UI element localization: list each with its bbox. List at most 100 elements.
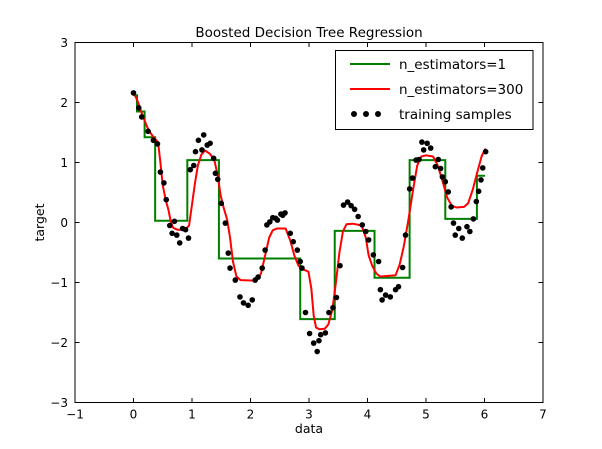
scatter-point	[464, 223, 470, 230]
scatter-point	[452, 232, 459, 238]
scatter-point	[274, 217, 281, 223]
scatter-point	[375, 258, 382, 265]
scatter-point	[294, 247, 301, 253]
scatter-point	[435, 156, 442, 163]
scatter-point	[232, 277, 239, 283]
legend-scatter-marker	[351, 111, 357, 117]
y-tick-label: −1	[50, 276, 68, 290]
chart-title: Boosted Decision Tree Regression	[195, 25, 422, 41]
scatter-point	[387, 294, 394, 300]
scatter-point	[317, 331, 324, 338]
scatter-point	[302, 309, 309, 316]
scatter-point	[214, 176, 221, 183]
scatter-point	[154, 141, 161, 147]
scatter-point	[145, 128, 151, 135]
scatter-point	[182, 226, 189, 233]
scatter-point	[227, 265, 233, 271]
scatter-point	[450, 220, 457, 226]
scatter-point	[359, 222, 366, 228]
scatter-point	[399, 264, 406, 271]
scatter-point	[475, 188, 482, 195]
scatter-point	[245, 302, 251, 309]
y-tick-label: 1	[60, 156, 68, 170]
scatter-point	[333, 294, 340, 301]
legend-label: training samples	[399, 107, 512, 123]
scatter-point	[337, 262, 343, 269]
scatter-point	[432, 163, 439, 170]
scatter-point	[448, 204, 454, 210]
scatter-point	[299, 265, 305, 271]
scatter-point	[207, 140, 213, 147]
scatter-point	[362, 228, 369, 235]
scatter-point	[427, 145, 434, 151]
scatter-point	[185, 235, 192, 241]
scatter-point	[419, 139, 425, 145]
x-tick-label: 7	[539, 408, 547, 422]
legend-scatter-marker	[375, 111, 381, 117]
scatter-point	[470, 216, 477, 222]
legend-label: n_estimators=1	[399, 57, 506, 73]
scatter-point	[290, 238, 297, 245]
scatter-point	[478, 177, 484, 183]
scatter-point	[200, 132, 207, 138]
legend-scatter-marker	[363, 111, 369, 117]
x-axis: −1 0 1 2 3 4 5 6 7	[66, 42, 547, 422]
scatter-point	[210, 155, 217, 162]
scatter-point	[297, 258, 304, 265]
scatter-point	[190, 162, 197, 169]
scatter-point	[395, 283, 402, 290]
scatter-point	[467, 228, 473, 235]
scatter-point	[199, 147, 205, 153]
x-tick-label: 5	[422, 408, 430, 422]
y-tick-label: 2	[60, 96, 68, 110]
scatter-point	[479, 165, 486, 171]
scatter-point	[267, 219, 273, 225]
scatter-point	[218, 200, 225, 207]
scatter-point	[351, 206, 358, 213]
y-tick-label: −2	[50, 336, 68, 350]
scatter-point	[282, 210, 288, 216]
scatter-point	[445, 189, 452, 195]
scatter-point	[459, 235, 466, 241]
scatter-point	[171, 218, 178, 225]
scatter-point	[163, 196, 170, 203]
x-tick-label: 6	[481, 408, 489, 422]
scatter-point	[262, 247, 268, 253]
scatter-point	[187, 166, 194, 173]
scatter-point	[455, 225, 462, 232]
x-tick-label: 1	[188, 408, 196, 422]
scatter-point	[255, 274, 261, 280]
scatter-point	[382, 292, 389, 298]
y-tick-label: 3	[60, 36, 68, 50]
scatter-point	[482, 148, 489, 155]
scatter-point	[473, 198, 480, 205]
scatter-point	[406, 186, 413, 192]
scatter-point	[416, 156, 422, 163]
x-tick-label: 3	[305, 408, 313, 422]
scatter-point	[130, 90, 137, 96]
scatter-point	[420, 147, 427, 153]
scatter-point	[344, 199, 351, 205]
x-tick-label: 0	[130, 408, 138, 422]
scatter-point	[424, 140, 430, 147]
scatter-point	[157, 169, 164, 175]
scatter-point	[237, 294, 243, 300]
scatter-point	[402, 232, 409, 238]
scatter-point	[310, 340, 317, 346]
scatter-point	[173, 232, 180, 238]
scatter-point	[161, 180, 167, 186]
scatter-point	[176, 240, 183, 246]
scatter-point	[249, 297, 256, 303]
scatter-point	[326, 309, 332, 316]
scatter-point	[138, 114, 145, 120]
scatter-point	[150, 137, 157, 144]
scatter-point	[355, 213, 361, 220]
scatter-point	[340, 202, 347, 208]
scatter-point	[192, 148, 199, 155]
scatter-point	[166, 222, 173, 229]
scatter-point	[370, 252, 377, 258]
scatter-point	[259, 265, 266, 271]
legend-label: n_estimators=300	[399, 82, 523, 98]
